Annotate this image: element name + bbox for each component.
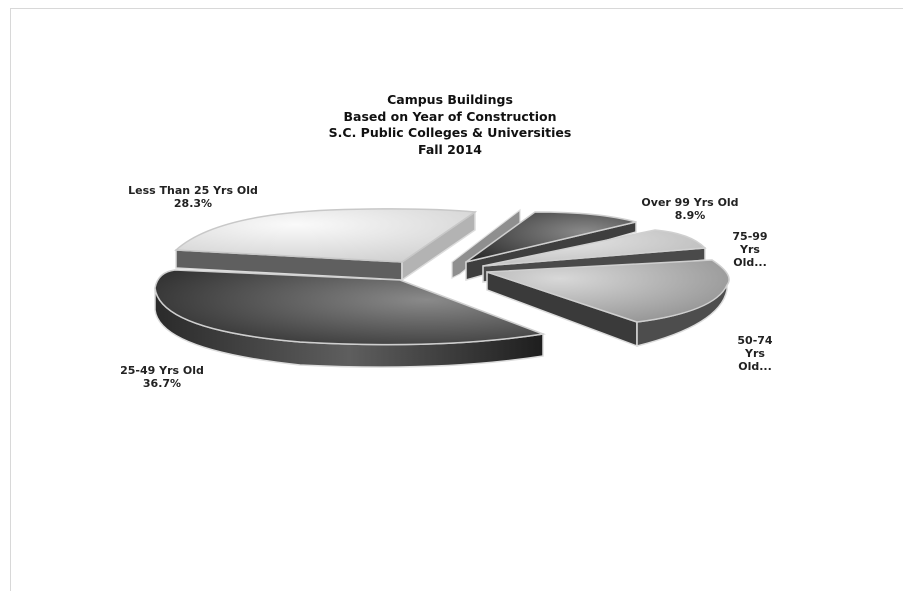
label-75-99: 75-99 Yrs Old...	[722, 230, 778, 269]
chart-title: Campus Buildings Based on Year of Constr…	[250, 92, 650, 158]
slice-25-49	[154, 269, 546, 368]
label-over-99-name: Over 99 Yrs Old	[641, 196, 739, 209]
chart-frame	[10, 8, 903, 591]
label-less-than-25-value: 28.3%	[173, 197, 213, 210]
label-less-than-25-name: Less Than 25 Yrs Old	[128, 184, 258, 197]
label-25-49-value: 36.7%	[142, 377, 182, 390]
label-less-than-25: Less Than 25 Yrs Old 28.3%	[98, 184, 288, 210]
chart-title-line-4: Fall 2014	[418, 141, 482, 157]
label-50-74-name: 50-74 Yrs Old...	[737, 334, 773, 373]
chart-title-line-3: S.C. Public Colleges & Universities	[328, 125, 572, 140]
label-over-99: Over 99 Yrs Old 8.9%	[620, 196, 760, 222]
slice-50-74	[486, 259, 730, 348]
chart-title-line-2: Based on Year of Construction	[343, 108, 557, 124]
label-25-49-name: 25-49 Yrs Old	[120, 364, 204, 377]
label-75-99-name: 75-99 Yrs Old...	[732, 230, 768, 269]
label-25-49: 25-49 Yrs Old 36.7%	[92, 364, 232, 390]
label-50-74: 50-74 Yrs Old...	[732, 334, 778, 373]
chart-title-line-1: Campus Buildings	[387, 92, 513, 107]
slice-less-than-25	[174, 208, 478, 282]
label-over-99-value: 8.9%	[674, 209, 706, 222]
